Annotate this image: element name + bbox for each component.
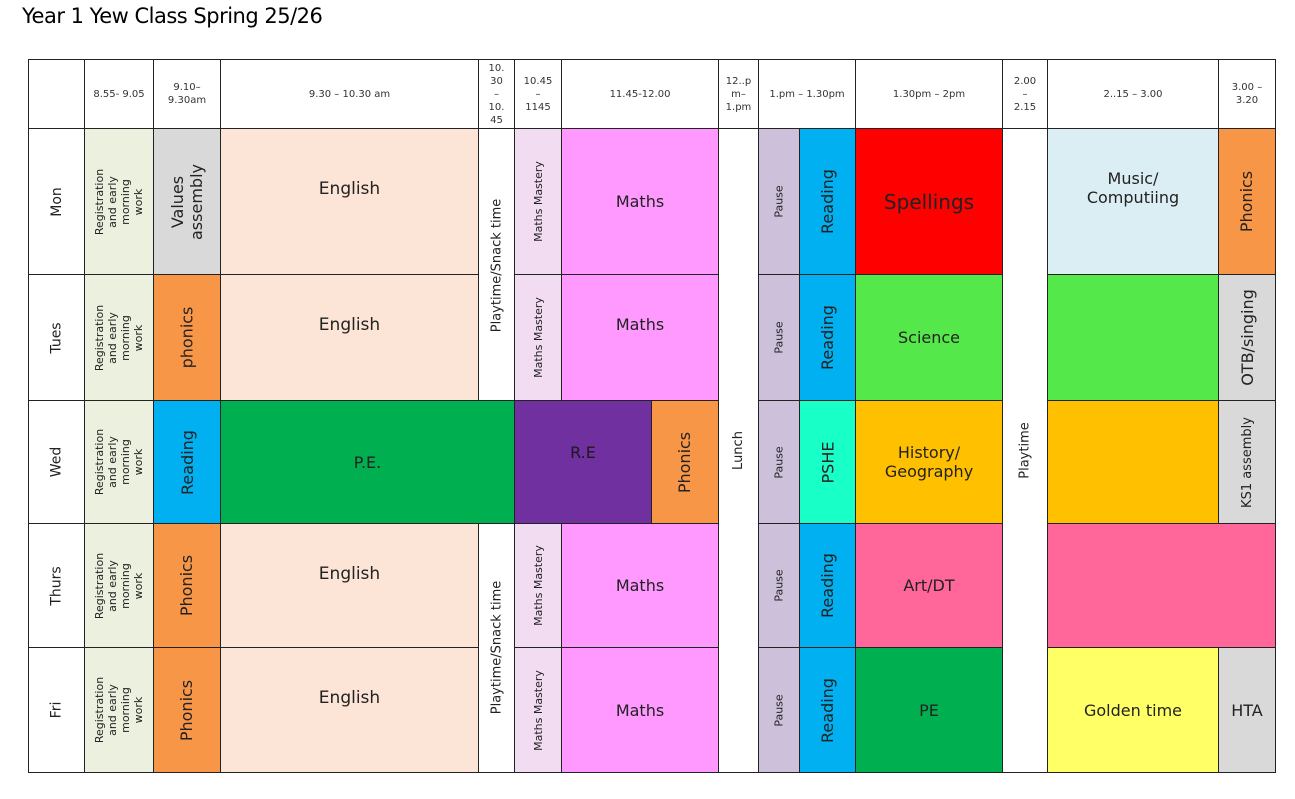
lesson-phonics: Phonics xyxy=(1218,128,1276,275)
page-title: Year 1 Yew Class Spring 25/26 xyxy=(22,4,323,28)
lesson-pe: P.E. xyxy=(220,400,515,524)
lesson-reading: Reading xyxy=(799,523,856,648)
lesson-maths-mastery: Maths Mastery xyxy=(514,274,562,401)
lesson-science: Science xyxy=(855,274,1003,401)
lesson-blank xyxy=(1047,400,1219,524)
lesson-english: English xyxy=(220,274,479,401)
header-time: 12..p m– 1.pm xyxy=(718,59,759,129)
lesson-maths: Maths xyxy=(561,523,719,648)
pause-cell: Pause xyxy=(758,523,800,648)
lesson-reading: Reading xyxy=(799,647,856,773)
registration-cell: Registration and early morning work xyxy=(84,400,154,524)
header-time: 9.10– 9.30am xyxy=(153,59,221,129)
lesson-re: R.E xyxy=(514,400,652,524)
lesson-phonics: Phonics xyxy=(153,523,221,648)
lesson-maths-mastery: Maths Mastery xyxy=(514,647,562,773)
lesson-phonics: phonics xyxy=(153,274,221,401)
day-label-tue: Tues xyxy=(28,274,85,401)
lesson-golden-time: Golden time xyxy=(1047,647,1219,773)
pause-cell: Pause xyxy=(758,400,800,524)
pause-cell: Pause xyxy=(758,647,800,773)
header-time: 10.45 – 1145 xyxy=(514,59,562,129)
lesson-phonics: Phonics xyxy=(651,400,719,524)
lesson-blank xyxy=(1047,274,1219,401)
header-time: 1.pm – 1.30pm xyxy=(758,59,856,129)
lesson-english: English xyxy=(220,128,479,275)
lesson-music-computing: Music/ Computiing xyxy=(1047,128,1219,275)
registration-cell: Registration and early morning work xyxy=(84,647,154,773)
header-time: 2.00 – 2.15 xyxy=(1002,59,1048,129)
pause-cell: Pause xyxy=(758,128,800,275)
lesson-pe: PE xyxy=(855,647,1003,773)
registration-cell: Registration and early morning work xyxy=(84,523,154,648)
header-time: 3.00 – 3.20 xyxy=(1218,59,1276,129)
lesson-hta: HTA xyxy=(1218,647,1276,773)
lesson-reading: Reading xyxy=(799,274,856,401)
lesson-maths: Maths xyxy=(561,274,719,401)
lesson-maths-mastery: Maths Mastery xyxy=(514,128,562,275)
lesson-english: English xyxy=(220,523,479,648)
corner-cell xyxy=(28,59,85,129)
registration-cell: Registration and early morning work xyxy=(84,128,154,275)
registration-cell: Registration and early morning work xyxy=(84,274,154,401)
lesson-history-geography: History/ Geography xyxy=(855,400,1003,524)
lesson-values-assembly: Values assembly xyxy=(153,128,221,275)
header-time: 9.30 – 10.30 am xyxy=(220,59,479,129)
header-time: 1.30pm – 2pm xyxy=(855,59,1003,129)
header-time: 2..15 – 3.00 xyxy=(1047,59,1219,129)
lesson-phonics: Phonics xyxy=(153,647,221,773)
lesson-maths-mastery: Maths Mastery xyxy=(514,523,562,648)
day-label-thu: Thurs xyxy=(28,523,85,648)
lesson-spellings: Spellings xyxy=(855,128,1003,275)
playtime-snack-bottom: Playtime/Snack time xyxy=(478,523,515,773)
header-time: 10. 30 – 10. 45 xyxy=(478,59,515,129)
lesson-maths: Maths xyxy=(561,128,719,275)
day-label-wed: Wed xyxy=(28,400,85,524)
lesson-english: English xyxy=(220,647,479,773)
day-label-fri: Fri xyxy=(28,647,85,773)
lunch-column: Lunch xyxy=(718,128,759,773)
playtime-column: Playtime xyxy=(1002,128,1048,773)
lesson-art-dt: Art/DT xyxy=(855,523,1003,648)
lesson-blank xyxy=(1047,523,1276,648)
lesson-reading: Reading xyxy=(799,128,856,275)
lesson-otb-singing: OTB/singing xyxy=(1218,274,1276,401)
lesson-maths: Maths xyxy=(561,647,719,773)
lesson-ks1-assembly: KS1 assembly xyxy=(1218,400,1276,524)
header-time: 11.45-12.00 xyxy=(561,59,719,129)
lesson-reading: Reading xyxy=(153,400,221,524)
playtime-snack-top: Playtime/Snack time xyxy=(478,128,515,401)
lesson-pshe: PSHE xyxy=(799,400,856,524)
pause-cell: Pause xyxy=(758,274,800,401)
day-label-mon: Mon xyxy=(28,128,85,275)
header-time: 8.55- 9.05 xyxy=(84,59,154,129)
